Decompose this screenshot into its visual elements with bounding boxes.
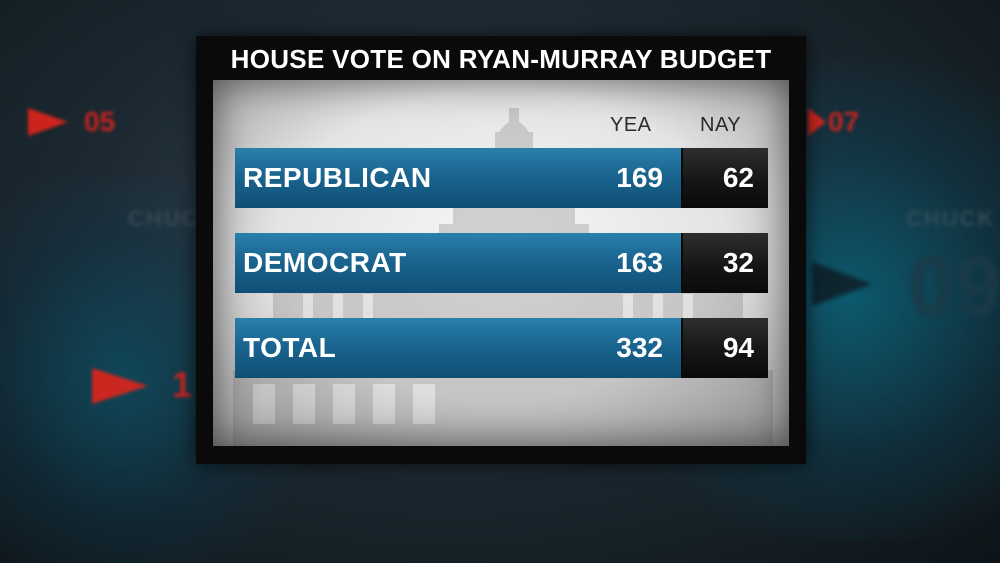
table-row-republican: REPUBLICAN 169 62 — [235, 148, 768, 208]
yea-count: 163 — [616, 247, 663, 278]
column-header-nay: NAY — [700, 114, 742, 136]
nay-count: 94 — [722, 332, 754, 363]
row-label: TOTAL — [243, 332, 337, 363]
play-arrow-icon — [92, 368, 148, 404]
yea-bar: TOTAL 332 — [235, 318, 681, 378]
row-label: REPUBLICAN — [243, 162, 432, 193]
background-number: 05 — [84, 106, 116, 137]
table-row-democrat: DEMOCRAT 163 32 — [235, 233, 768, 293]
vote-graphic: HOUSE VOTE ON RYAN-MURRAY BUDGET — [196, 36, 806, 464]
yea-bar: DEMOCRAT 163 — [235, 233, 681, 293]
background-number: 07 — [828, 106, 860, 137]
column-header-yea: YEA — [610, 114, 652, 136]
row-label: DEMOCRAT — [243, 247, 407, 278]
nay-box: 62 — [681, 148, 768, 208]
play-arrow-icon — [808, 108, 826, 136]
background-number: 1 — [172, 364, 193, 405]
background-word: CHUCK — [906, 206, 996, 231]
nay-count: 32 — [722, 247, 754, 278]
yea-count: 169 — [616, 162, 663, 193]
nay-box: 32 — [681, 233, 768, 293]
nay-box: 94 — [681, 318, 768, 378]
play-arrow-icon — [812, 262, 872, 306]
yea-count: 332 — [616, 332, 663, 363]
background-number: 09 — [908, 239, 1000, 333]
table-row-total: TOTAL 332 94 — [235, 318, 768, 378]
yea-bar: REPUBLICAN 169 — [235, 148, 681, 208]
play-arrow-icon — [28, 108, 68, 136]
nay-count: 62 — [722, 162, 754, 193]
graphic-title: HOUSE VOTE ON RYAN-MURRAY BUDGET — [230, 44, 772, 74]
